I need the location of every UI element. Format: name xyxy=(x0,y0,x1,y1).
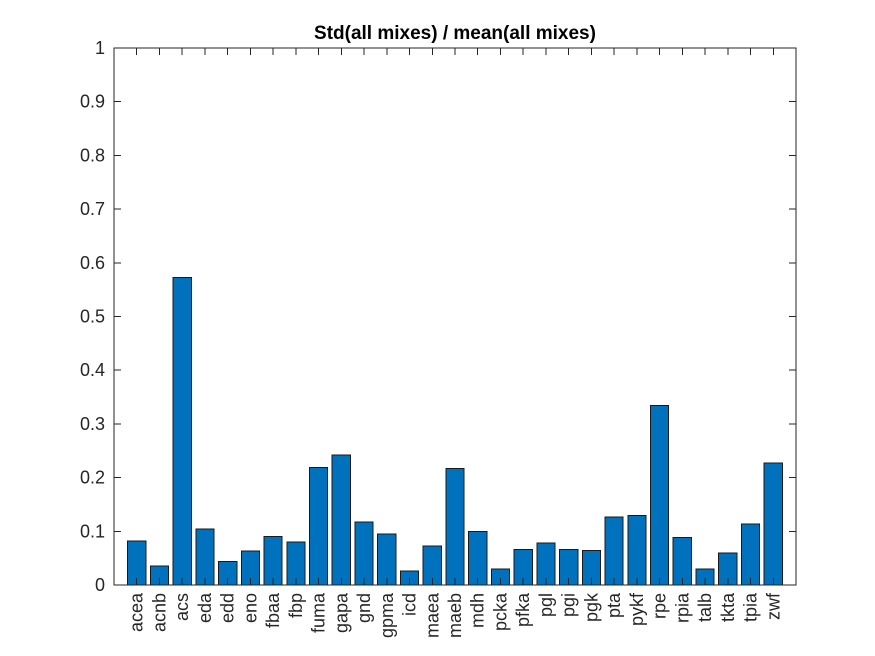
y-axis-ticks: 0 0.1 0.2 0.3 0.4 0.5 0.6 0.7 0.8 0.9 1 xyxy=(80,38,796,595)
bars-group xyxy=(127,276,783,586)
bar-gnd xyxy=(354,521,374,586)
x-tick-label-rpia: rpia xyxy=(672,592,692,623)
x-tick-label-eno: eno xyxy=(240,593,260,623)
bar-gpma xyxy=(377,533,397,586)
x-tick-label-acea: acea xyxy=(127,592,147,632)
bar-maeb xyxy=(445,467,465,586)
chart-title: Std(all mixes) / mean(all mixes) xyxy=(314,23,596,44)
bar-pta xyxy=(604,516,624,586)
y-tick-label: 0.8 xyxy=(80,145,105,165)
x-tick-label-mdh: mdh xyxy=(468,593,488,628)
x-tick-label-pgk: pgk xyxy=(581,592,601,622)
x-tick-label-fbaa: fbaa xyxy=(263,592,283,628)
bar-fbaa xyxy=(263,536,283,586)
x-tick-label-pgi: pgi xyxy=(559,593,579,617)
y-tick-label: 0.7 xyxy=(80,199,105,219)
bar-rpe xyxy=(650,405,670,586)
x-tick-label-tpia: tpia xyxy=(741,592,761,622)
bar-acs xyxy=(172,276,192,586)
bar-fuma xyxy=(309,466,329,586)
y-tick-label: 0.5 xyxy=(80,307,105,327)
x-tick-label-acnb: acnb xyxy=(149,593,169,632)
x-tick-label-tkta: tkta xyxy=(718,592,738,622)
x-tick-label-pta: pta xyxy=(604,592,624,618)
x-tick-label-acs: acs xyxy=(172,593,192,621)
x-tick-label-gpma: gpma xyxy=(377,592,397,638)
x-tick-label-fuma: fuma xyxy=(309,592,329,633)
x-tick-label-edd: edd xyxy=(218,593,238,623)
bar-mdh xyxy=(468,530,488,586)
x-tick-label-talb: talb xyxy=(695,593,715,622)
x-tick-label-eda: eda xyxy=(195,592,215,623)
bar-rpia xyxy=(672,537,692,586)
x-tick-label-pgl: pgl xyxy=(536,593,556,617)
x-tick-label-gnd: gnd xyxy=(354,593,374,623)
x-tick-label-pcka: pcka xyxy=(490,592,510,631)
y-tick-label: 0.3 xyxy=(80,414,105,434)
x-tick-label-pykf: pykf xyxy=(627,592,647,626)
x-tick-label-maea: maea xyxy=(422,592,442,638)
x-tick-label-pfka: pfka xyxy=(513,592,533,627)
x-tick-label-maeb: maeb xyxy=(445,593,465,638)
bar-pykf xyxy=(627,515,647,586)
y-tick-label: 0.6 xyxy=(80,253,105,273)
x-tick-label-rpe: rpe xyxy=(650,593,670,619)
x-tick-label-icd: icd xyxy=(400,593,420,616)
y-tick-label: 0.4 xyxy=(80,360,105,380)
y-tick-label: 0 xyxy=(95,575,105,595)
y-tick-label: 0.9 xyxy=(80,92,105,112)
x-tick-label-gapa: gapa xyxy=(331,592,351,633)
x-axis-ticks: acea acnb acs eda edd eno fbaa fbp fuma gapa gnd gp… xyxy=(127,48,783,638)
bar-gapa xyxy=(331,454,351,586)
bar-eda xyxy=(195,528,215,586)
bar-tpia xyxy=(740,523,761,586)
y-tick-label: 0.1 xyxy=(80,521,105,541)
x-tick-label-zwf: zwf xyxy=(763,592,783,620)
y-tick-label: 1 xyxy=(95,38,105,58)
bar-zwf xyxy=(763,462,783,586)
x-tick-label-fbp: fbp xyxy=(286,593,306,618)
y-tick-label: 0.2 xyxy=(80,468,105,488)
